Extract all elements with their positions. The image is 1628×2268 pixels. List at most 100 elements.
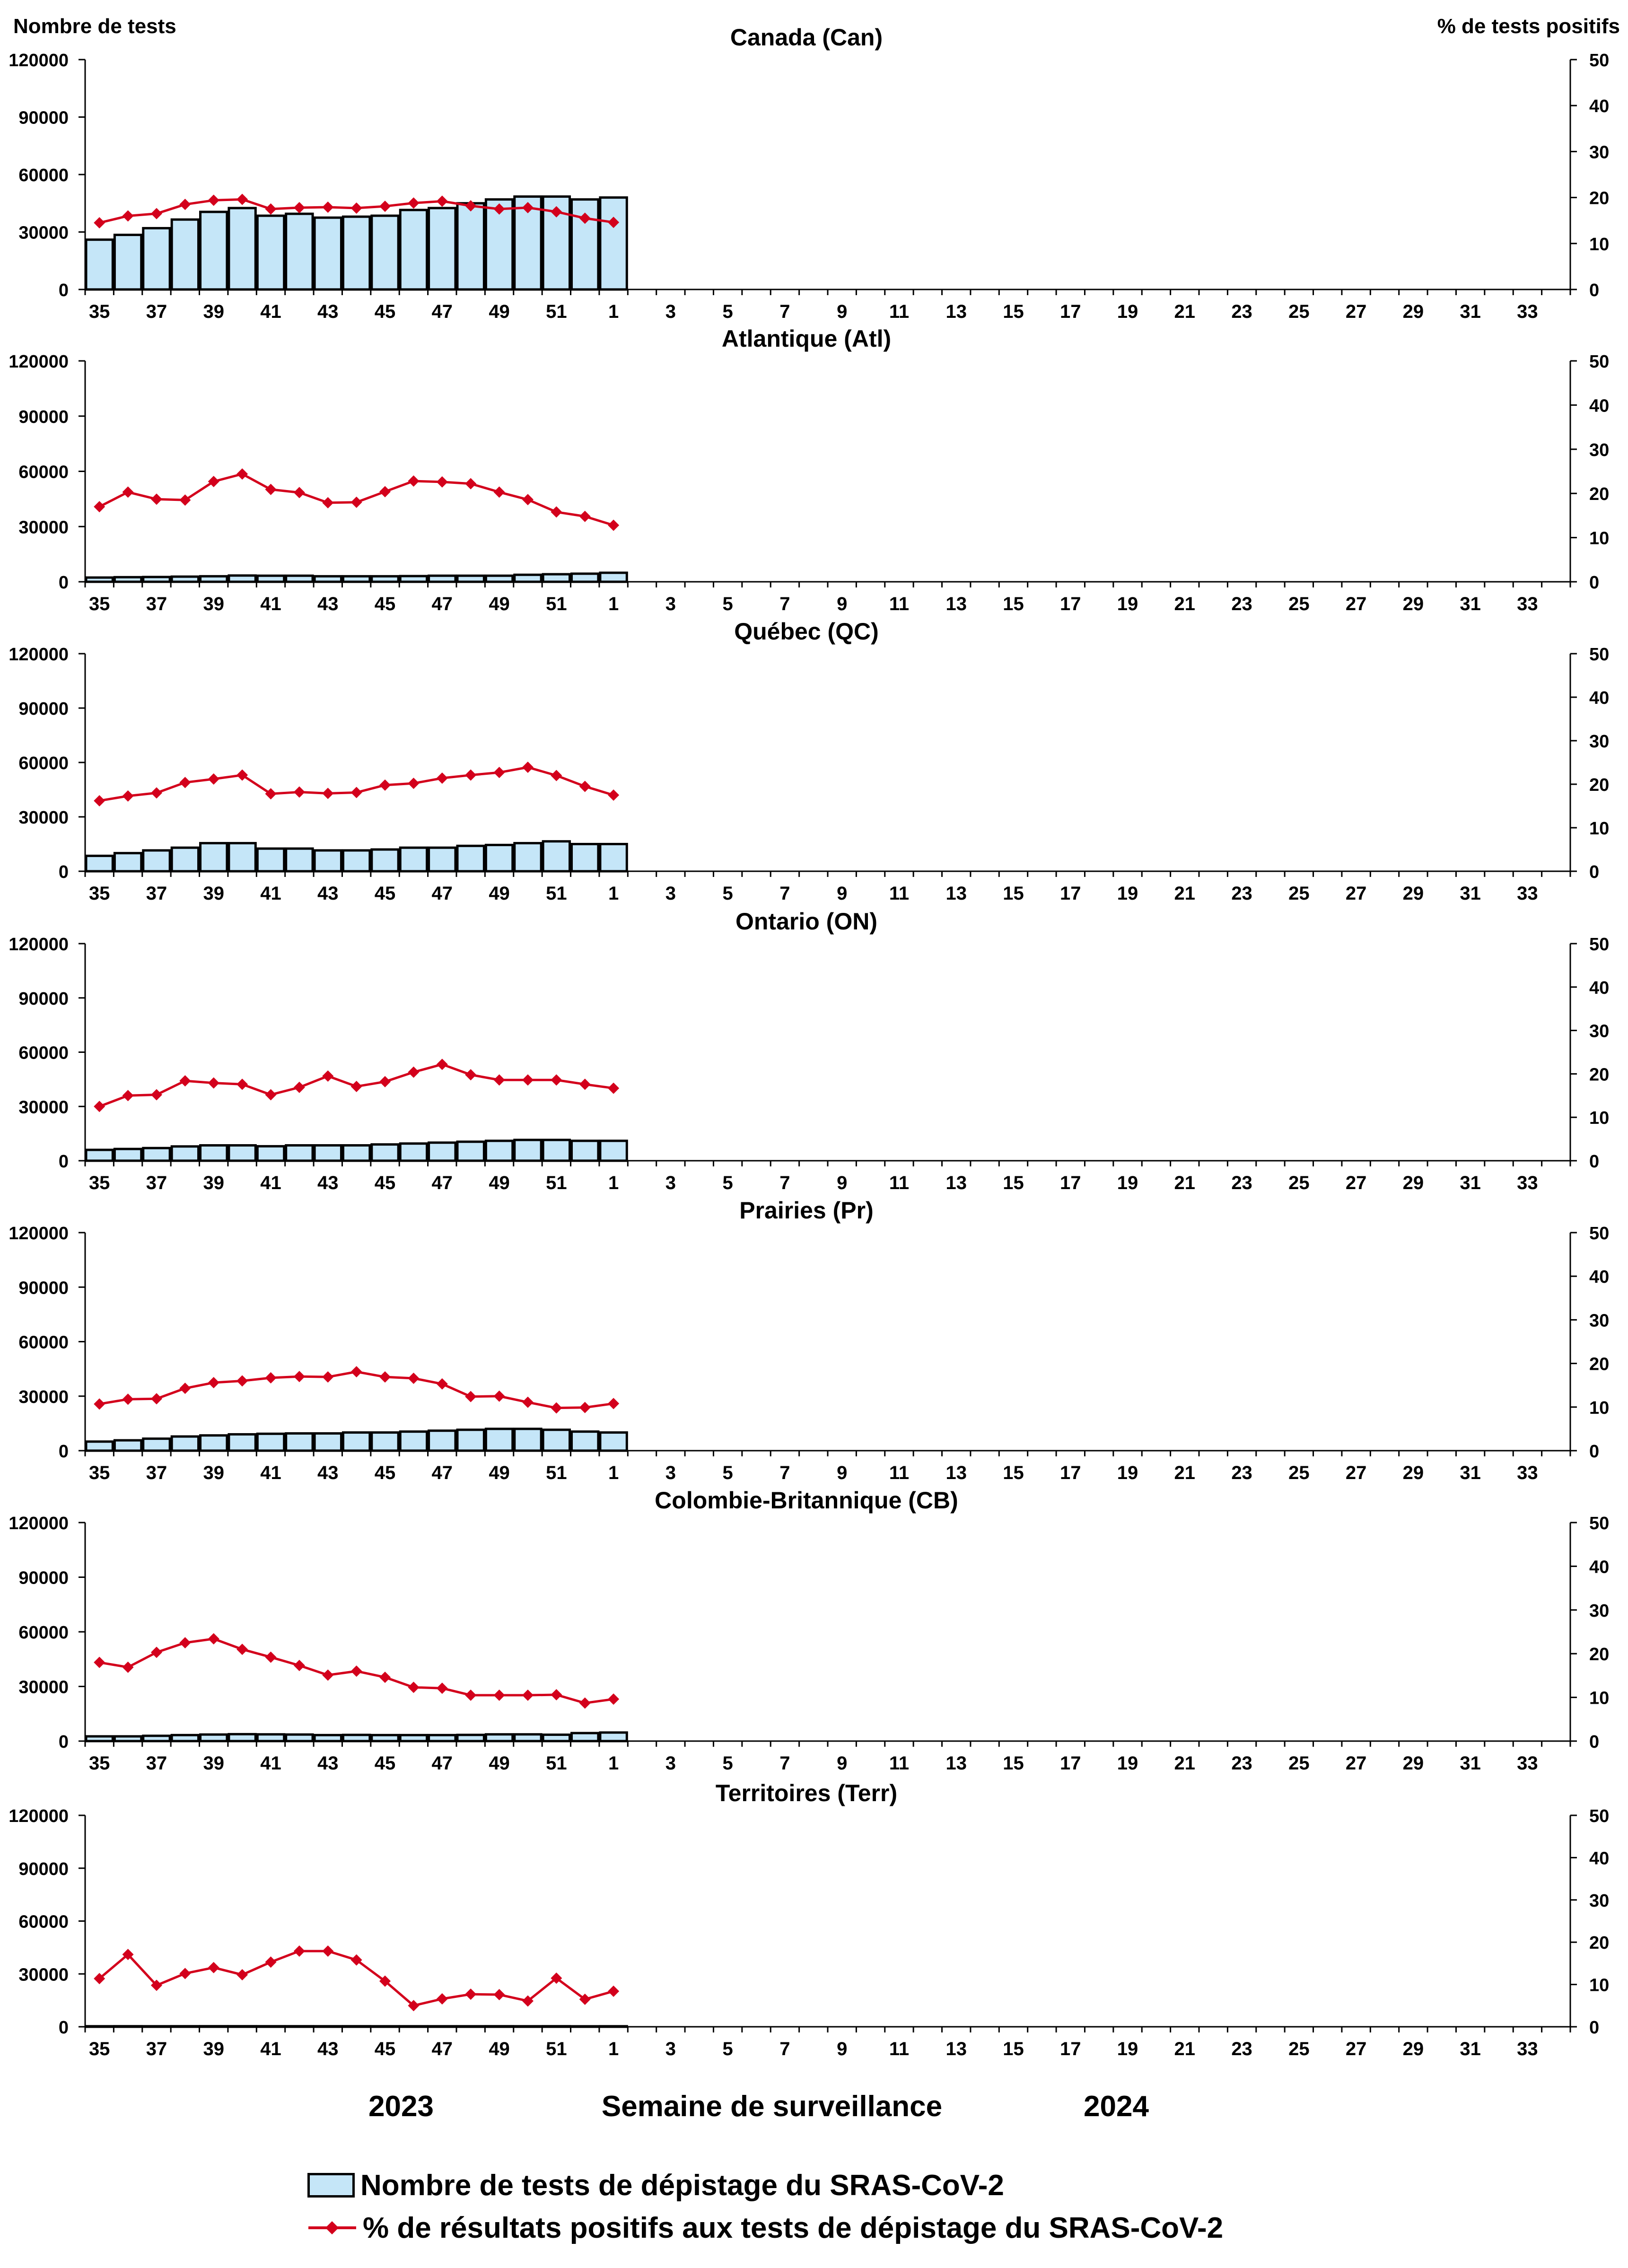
x-tick-label: 13 [945, 1753, 967, 1774]
left-axis-tick-label: 60000 [18, 463, 69, 482]
positivity-point [265, 1372, 277, 1384]
left-axis-tick-label: 90000 [18, 108, 69, 128]
positivity-point [150, 787, 162, 799]
x-tick-label: 29 [1403, 1462, 1424, 1483]
positivity-point [436, 1378, 448, 1390]
x-tick-label: 19 [1117, 1462, 1138, 1483]
right-axis-tick-label: 0 [1589, 573, 1599, 593]
positivity-point [236, 468, 248, 480]
x-tick-label: 1 [608, 1173, 619, 1193]
x-tick-label: 45 [375, 594, 396, 614]
bar [256, 1432, 286, 1452]
right-axis-tick-label: 30 [1589, 1601, 1609, 1621]
positivity-point [350, 1954, 362, 1966]
x-tick-label: 11 [889, 1173, 909, 1193]
bar [170, 218, 200, 291]
bar [85, 854, 114, 873]
bar [370, 1431, 400, 1452]
x-tick-label: 23 [1231, 1462, 1252, 1483]
positivity-point [236, 1078, 248, 1090]
bar [570, 1430, 600, 1452]
left-axis-tick-label: 120000 [9, 1514, 69, 1533]
left-axis-tick-label: 30000 [18, 1387, 69, 1407]
left-axis-tick-label: 90000 [18, 1278, 69, 1298]
x-tick-label: 15 [1003, 883, 1024, 904]
x-tick-label: 19 [1117, 2039, 1138, 2059]
positivity-point [293, 1660, 305, 1672]
positivity-point [322, 1945, 334, 1957]
positivity-point [379, 1076, 391, 1087]
x-tick-label: 1 [608, 594, 619, 614]
x-tick-label: 17 [1060, 883, 1081, 904]
bar [228, 842, 257, 873]
bar [313, 216, 342, 291]
bar [285, 1144, 314, 1162]
left-axis-tick-label: 90000 [18, 699, 69, 719]
bar [341, 2025, 371, 2028]
legend-bars: Nombre de tests de dépistage du SRAS-CoV… [307, 2164, 1395, 2207]
panel-4: Prairies (Pr) 0 30000 60000 90000 120000 0 10 20… [9, 1197, 1609, 1483]
x-tick-label: 3 [665, 1173, 676, 1193]
x-tick-label: 39 [203, 883, 224, 904]
bar [256, 1145, 286, 1162]
positivity-point [579, 212, 591, 224]
x-tick-label: 47 [432, 301, 453, 322]
positivity-point [94, 217, 105, 229]
positivity-point [379, 1371, 391, 1383]
positivity-point [436, 1993, 448, 2005]
bar [113, 1439, 143, 1452]
positivity-point [122, 486, 134, 498]
x-tick-label: 23 [1231, 594, 1252, 614]
bar [199, 1144, 228, 1162]
positivity-point [551, 770, 562, 781]
right-axis-tick-label: 50 [1589, 645, 1609, 665]
x-tick-label: 17 [1060, 1753, 1081, 1774]
legend-line-label: % de résultats positifs aux tests de dép… [363, 2211, 1224, 2244]
x-tick-label: 3 [665, 594, 676, 614]
positivity-point [322, 1070, 334, 1082]
positivity-point [408, 1372, 420, 1384]
bar [341, 575, 371, 583]
bar [85, 1440, 114, 1452]
x-tick-label: 13 [945, 883, 967, 904]
positivity-point [408, 778, 420, 789]
right-axis-tick-label: 0 [1589, 2018, 1599, 2038]
positivity-point [608, 1082, 620, 1094]
bar [285, 847, 314, 873]
bar [370, 848, 400, 873]
right-axis-tick-label: 20 [1589, 1355, 1609, 1375]
positivity-point [150, 1646, 162, 1658]
x-tick-label: 43 [317, 1462, 339, 1483]
bar [570, 1139, 600, 1162]
panel-5: Colombie-Britannique (CB) 0 30000 60000 9000… [9, 1487, 1609, 1774]
x-tick-label: 27 [1346, 883, 1367, 904]
right-axis-tick-label: 0 [1589, 862, 1599, 882]
left-axis-tick-label: 60000 [18, 1912, 69, 1932]
bar [513, 573, 543, 583]
x-tick-label: 17 [1060, 594, 1081, 614]
bar [570, 843, 600, 873]
bar [542, 840, 571, 873]
bar [113, 2025, 143, 2028]
right-axis-tick-label: 20 [1589, 1065, 1609, 1085]
x-tick-label: 21 [1174, 594, 1196, 614]
positivity-point [122, 1661, 134, 1673]
x-tick-label: 39 [203, 301, 224, 322]
positivity-point [408, 1681, 420, 1693]
x-tick-label: 35 [89, 594, 110, 614]
x-tick-label: 7 [779, 2039, 790, 2059]
positivity-point [265, 1089, 277, 1101]
bar [256, 847, 286, 873]
x-tick-label: 11 [889, 594, 909, 614]
bar [85, 1148, 114, 1162]
x-tick-label: 43 [317, 1173, 339, 1193]
positivity-point [579, 1401, 591, 1413]
x-tick-label: 9 [837, 1173, 847, 1193]
bar [599, 571, 628, 583]
x-tick-label: 33 [1517, 301, 1538, 322]
x-tick-label: 19 [1117, 1173, 1138, 1193]
positivity-point [293, 1081, 305, 1093]
bar [85, 238, 114, 291]
bar [313, 2025, 342, 2028]
positivity-point [608, 519, 620, 531]
